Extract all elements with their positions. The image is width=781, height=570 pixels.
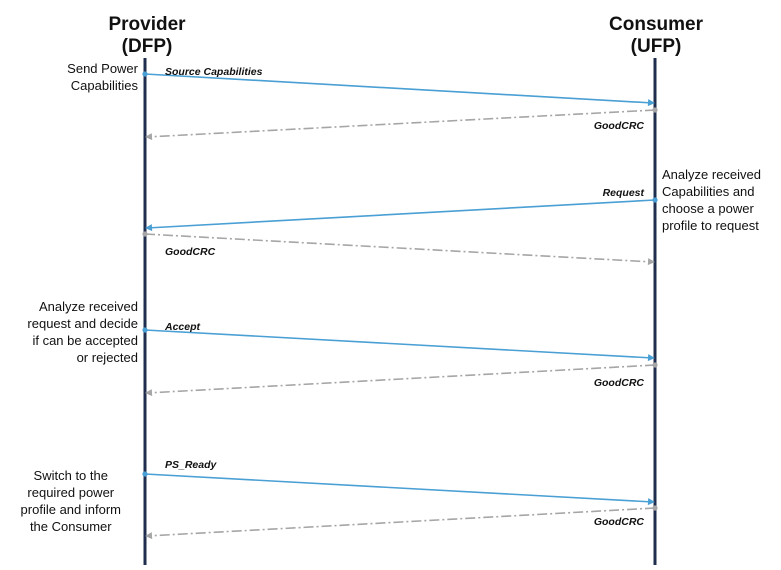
note-send-power: Send Power Capabilities — [67, 60, 138, 94]
message-label: GoodCRC — [165, 246, 216, 258]
note-line: Capabilities — [70, 78, 138, 93]
note-line: profile to request — [662, 218, 759, 233]
note-line: profile and inform — [20, 502, 121, 517]
note-line: if can be accepted — [32, 333, 138, 348]
message-label: GoodCRC — [594, 516, 645, 528]
consumer-role: (UFP) — [630, 36, 682, 57]
message-line — [144, 233, 654, 263]
arrowhead — [647, 258, 655, 266]
message-line — [144, 73, 654, 104]
note-analyze-request: Analyze received request and decide if c… — [27, 298, 138, 366]
message-label: GoodCRC — [594, 120, 645, 132]
message-line — [146, 507, 656, 537]
note-analyze-capabilities: Analyze received Capabilities and choose… — [662, 166, 761, 234]
ack-goodcrc: GoodCRC — [145, 107, 658, 141]
message-accept: Accept — [142, 321, 655, 362]
note-line: Capabilities and — [662, 184, 755, 199]
message-start-dot — [142, 471, 148, 477]
message-label: PS_Ready — [165, 459, 218, 471]
message-label: Source Capabilities — [165, 66, 263, 78]
message-line — [146, 109, 656, 138]
consumer-header: Consumer (UFP) — [596, 14, 716, 58]
arrowhead — [145, 389, 153, 397]
arrowhead — [145, 224, 153, 232]
note-line: Switch to the — [33, 468, 108, 483]
ack-goodcrc: GoodCRC — [142, 231, 655, 266]
message-source-capabilities: Source Capabilities — [142, 66, 655, 107]
message-line — [144, 473, 654, 503]
message-label: Accept — [164, 321, 201, 333]
note-line: the Consumer — [29, 519, 112, 534]
message-start-dot — [142, 71, 148, 77]
note-line: required power — [27, 485, 115, 500]
provider-role: (DFP) — [121, 36, 173, 57]
note-line: Analyze received — [39, 299, 138, 314]
consumer-name: Consumer — [609, 14, 703, 35]
ack-goodcrc: GoodCRC — [145, 362, 658, 397]
message-line — [144, 329, 654, 359]
message-start-dot — [652, 107, 658, 113]
arrowhead — [647, 498, 655, 506]
message-line — [146, 199, 656, 229]
note-line: or rejected — [76, 350, 138, 365]
note-line: Analyze received — [662, 167, 761, 182]
ack-goodcrc: GoodCRC — [145, 505, 658, 540]
arrowhead — [647, 354, 655, 362]
message-ps-ready: PS_Ready — [142, 459, 655, 506]
message-label: GoodCRC — [594, 377, 645, 389]
provider-header: Provider (DFP) — [92, 14, 202, 58]
note-switch: Switch to the required power profile and… — [21, 467, 121, 535]
message-start-dot — [142, 231, 148, 237]
arrowhead — [145, 532, 153, 540]
message-line — [146, 364, 656, 394]
message-label: Request — [603, 187, 645, 199]
provider-name: Provider — [108, 14, 186, 35]
arrowhead — [145, 133, 153, 141]
message-start-dot — [652, 362, 658, 368]
note-line: Send Power — [67, 61, 138, 76]
note-line: request and decide — [27, 316, 138, 331]
message-request: Request — [145, 187, 658, 232]
arrowhead — [647, 99, 655, 107]
message-start-dot — [652, 197, 658, 203]
message-start-dot — [652, 505, 658, 511]
message-start-dot — [142, 327, 148, 333]
note-line: choose a power — [662, 201, 754, 216]
